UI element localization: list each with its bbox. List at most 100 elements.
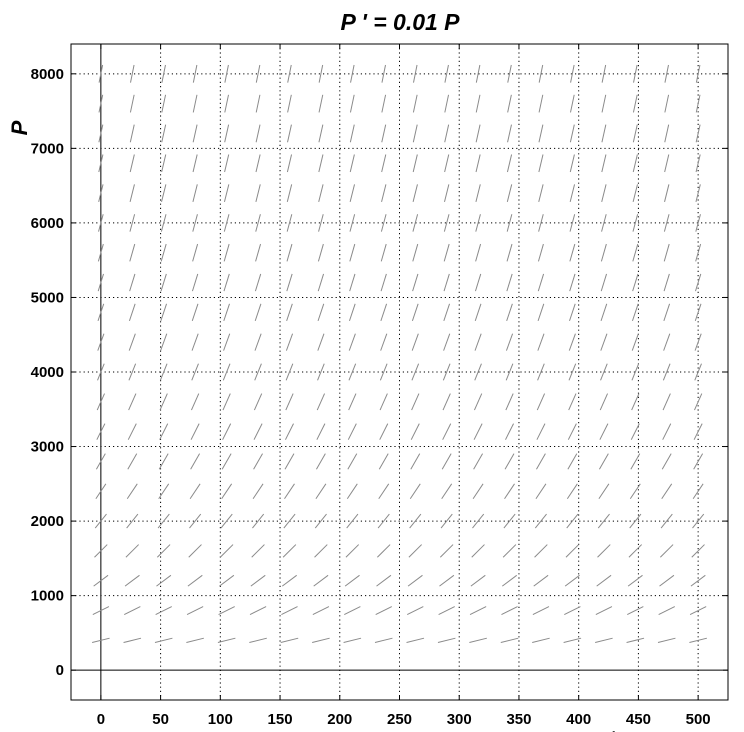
slope-segment xyxy=(691,544,705,558)
slope-segment xyxy=(695,154,701,173)
slope-segment xyxy=(474,333,482,351)
slope-segment xyxy=(189,513,202,529)
slope-segment xyxy=(127,453,138,470)
slope-segment xyxy=(381,154,387,173)
slope-segment xyxy=(189,483,201,500)
slope-segment xyxy=(314,513,327,529)
slope-segment xyxy=(255,94,261,113)
slope-segment xyxy=(663,214,670,232)
x-tick-label: 150 xyxy=(268,711,293,728)
slope-segment xyxy=(317,333,325,351)
slope-segment xyxy=(124,606,141,616)
slope-segment xyxy=(255,243,262,262)
slope-segment xyxy=(595,606,613,616)
slope-segment xyxy=(564,606,581,616)
slope-segment xyxy=(286,303,293,322)
slope-segment xyxy=(469,637,487,644)
slope-segment xyxy=(506,154,513,173)
slope-segment xyxy=(689,637,707,644)
slope-segment xyxy=(130,64,135,83)
slope-segment xyxy=(501,606,518,616)
slope-segment xyxy=(253,453,263,470)
slope-segment xyxy=(284,453,295,470)
x-axis-label: t xyxy=(608,726,617,732)
slope-segment xyxy=(601,184,607,202)
slope-segment xyxy=(186,637,204,644)
slope-segment xyxy=(129,243,136,262)
slope-segment xyxy=(218,606,235,616)
slope-segment xyxy=(349,214,356,232)
slope-segment xyxy=(156,544,171,558)
slope-segment xyxy=(631,333,639,351)
slope-segment xyxy=(314,544,328,558)
slope-segment xyxy=(412,154,418,173)
slope-segment xyxy=(159,423,169,440)
slope-segment xyxy=(318,94,324,113)
slope-segment xyxy=(475,94,481,113)
slope-segment xyxy=(129,94,135,113)
slope-segment xyxy=(318,214,324,232)
slope-segment xyxy=(221,453,232,470)
slope-segment xyxy=(160,333,168,351)
slope-segment xyxy=(569,154,575,173)
x-tick-label: 250 xyxy=(387,711,412,728)
slope-segment xyxy=(439,574,455,587)
slope-segment xyxy=(662,363,671,381)
slope-segment xyxy=(689,606,707,616)
slope-segment xyxy=(443,333,451,351)
slope-segment xyxy=(601,154,607,173)
slope-segment xyxy=(156,574,172,587)
slope-segment xyxy=(161,184,167,202)
slope-segment xyxy=(664,64,669,83)
slope-segment xyxy=(473,393,483,411)
slope-segment xyxy=(659,574,675,587)
slope-segment xyxy=(534,513,547,529)
slope-segment xyxy=(411,303,419,322)
slope-segment xyxy=(535,483,547,500)
slope-segment xyxy=(129,184,135,202)
slope-segment xyxy=(190,423,200,440)
slope-segment xyxy=(160,303,168,322)
slope-segment xyxy=(287,124,292,143)
y-axis-label: P xyxy=(7,120,32,135)
slope-segment xyxy=(281,606,298,616)
slope-segment xyxy=(344,606,361,616)
slope-segment xyxy=(254,363,262,381)
y-tick-labels: 0 1000 2000 3000 4000 5000 6000 7000 8000 xyxy=(31,66,64,679)
slope-segment xyxy=(224,94,229,113)
slope-segment xyxy=(411,363,420,381)
slope-segment xyxy=(629,483,641,500)
slope-segment xyxy=(569,303,576,322)
slope-segment xyxy=(536,423,546,440)
slope-segment xyxy=(569,273,576,292)
slope-segment xyxy=(507,94,512,113)
slope-segment xyxy=(254,273,262,292)
slope-segment xyxy=(281,574,297,587)
slope-segment xyxy=(381,64,386,83)
slope-segment xyxy=(444,184,450,202)
slope-segment xyxy=(598,453,609,470)
slope-segment xyxy=(223,273,230,292)
slope-segment xyxy=(98,94,104,113)
slope-segment xyxy=(376,574,392,587)
slope-segment xyxy=(127,423,137,440)
slope-segment xyxy=(600,273,608,292)
slope-segment xyxy=(219,544,234,558)
slope-segment xyxy=(378,483,390,500)
slope-segment xyxy=(600,333,608,351)
slope-segment xyxy=(601,214,607,232)
slope-segment xyxy=(93,574,109,587)
slope-segment xyxy=(128,303,136,322)
slope-segment xyxy=(252,483,264,500)
slope-segment xyxy=(595,637,613,644)
slope-segment xyxy=(255,64,261,83)
slope-segment xyxy=(223,214,230,232)
slope-segment xyxy=(695,124,701,143)
slope-segment xyxy=(317,303,325,322)
slope-segment xyxy=(567,423,577,440)
slope-segment xyxy=(412,94,418,113)
slope-segment xyxy=(533,574,549,587)
slope-segment xyxy=(381,184,387,202)
slope-segment xyxy=(632,154,638,173)
slope-segment xyxy=(126,513,139,529)
